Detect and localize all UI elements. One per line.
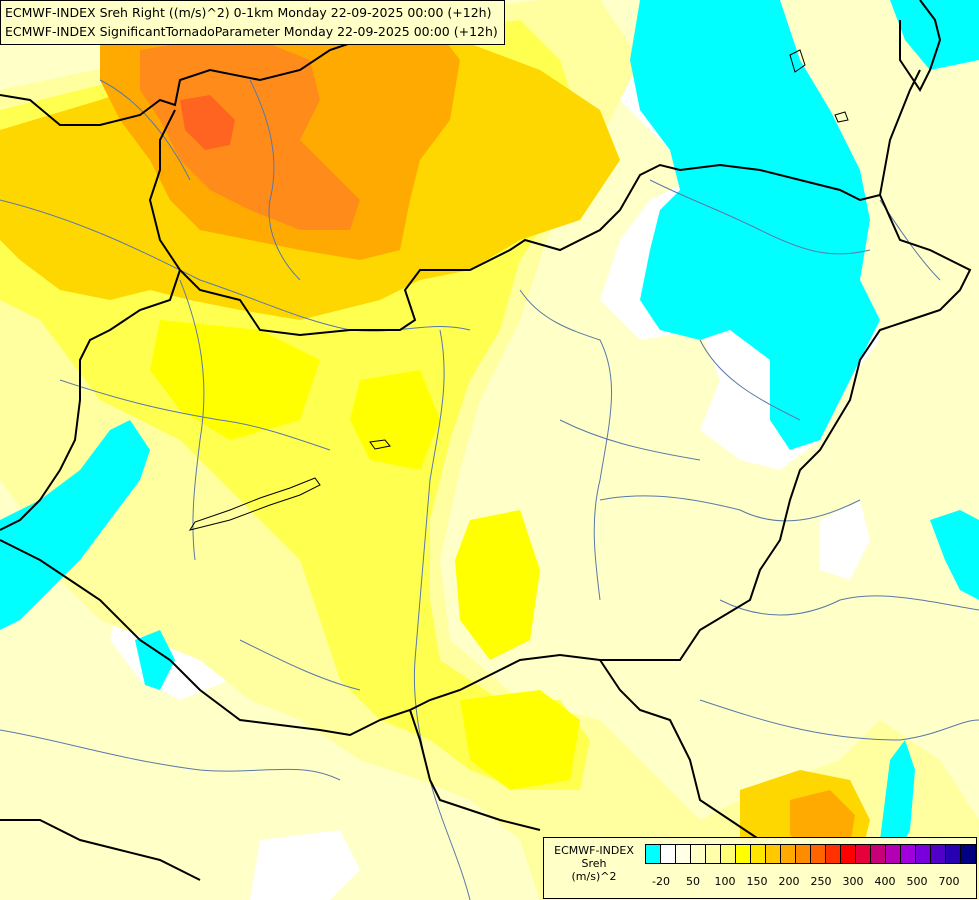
legend-swatch [660,844,676,864]
legend-swatch [645,844,661,864]
legend-swatch [915,844,931,864]
title-line-1: ECMWF-INDEX Sreh Right ((m/s)^2) 0-1km M… [5,5,492,20]
legend-swatch [840,844,856,864]
legend-swatch [870,844,886,864]
legend-tick-label: 500 [906,875,928,888]
legend-tick-label: 200 [778,875,800,888]
legend-tick-label: 700 [938,875,960,888]
red-orange-areas [180,95,235,150]
legend-swatch [810,844,826,864]
legend-swatch [765,844,781,864]
legend-label-line-2: Sreh [581,857,607,870]
dark-orange-areas [140,40,360,230]
map-title: ECMWF-INDEX Sreh Right ((m/s)^2) 0-1km M… [0,0,505,45]
legend-tick-label: 300 [842,875,864,888]
legend-tick-labels: -20 50 100 150 200 250 300 400 500 700 [645,875,975,889]
legend-color-scale [645,844,976,864]
legend-swatch [705,844,721,864]
legend-swatch [750,844,766,864]
rivers [0,79,979,900]
lakes [188,49,849,531]
legend-label: ECMWF-INDEX Sreh (m/s)^2 [546,844,642,883]
legend-swatch [675,844,691,864]
bright-yellow-areas [150,320,580,790]
legend-swatch [855,844,871,864]
legend-label-line-1: ECMWF-INDEX [554,844,634,857]
legend-swatch [735,844,751,864]
legend-tick-label: 100 [714,875,736,888]
legend-tick-label: 150 [746,875,768,888]
legend-swatch [960,844,976,864]
legend-tick-label: -20 [652,875,670,888]
legend-tick-label: 250 [810,875,832,888]
legend-swatch [780,844,796,864]
title-line-2: ECMWF-INDEX SignificantTornadoParameter … [5,24,498,39]
legend-swatch [825,844,841,864]
color-legend: ECMWF-INDEX Sreh (m/s)^2 -20 50 100 150 200 2… [543,837,977,899]
legend-tick-label: 50 [686,875,700,888]
legend-swatch [945,844,961,864]
legend-swatch [930,844,946,864]
legend-swatch [795,844,811,864]
cyan-areas [0,0,979,860]
legend-label-line-3: (m/s)^2 [571,870,617,883]
legend-swatch [720,844,736,864]
legend-tick-label: 400 [874,875,896,888]
legend-swatch [900,844,916,864]
legend-swatch [690,844,706,864]
legend-swatch [885,844,901,864]
